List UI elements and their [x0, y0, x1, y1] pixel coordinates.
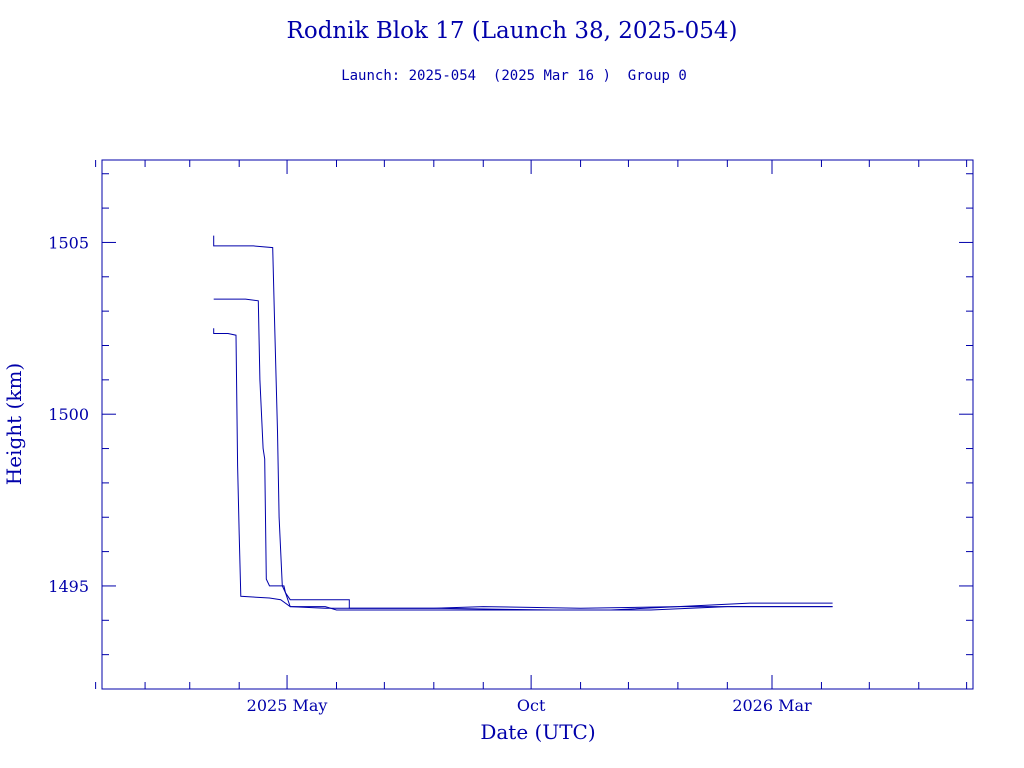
series-line-2: [213, 298, 833, 609]
y-tick-label: 1505: [48, 233, 89, 252]
chart-subtitle: Launch: 2025-054 (2025 Mar 16 ) Group 0: [341, 68, 687, 84]
chart-title: Rodnik Blok 17 (Launch 38, 2025-054): [287, 18, 738, 44]
x-tick-label: 2026 Mar: [732, 696, 812, 715]
axis-ticks: [95, 160, 973, 690]
x-tick-label: Oct: [517, 696, 546, 715]
series-line-1: [213, 235, 833, 611]
y-axis-title: Height (km): [2, 363, 26, 485]
plot-frame: [101, 159, 974, 690]
x-axis-title: Date (UTC): [480, 720, 595, 744]
y-tick-label: 1495: [48, 577, 89, 596]
series-line-3: [213, 328, 833, 611]
y-tick-label: 1500: [48, 405, 89, 424]
series-layer: [213, 235, 833, 611]
x-tick-label: 2025 May: [247, 696, 328, 715]
tick-labels: 1495 1500 1505 2025 May Oct 2026 Mar: [48, 233, 812, 715]
